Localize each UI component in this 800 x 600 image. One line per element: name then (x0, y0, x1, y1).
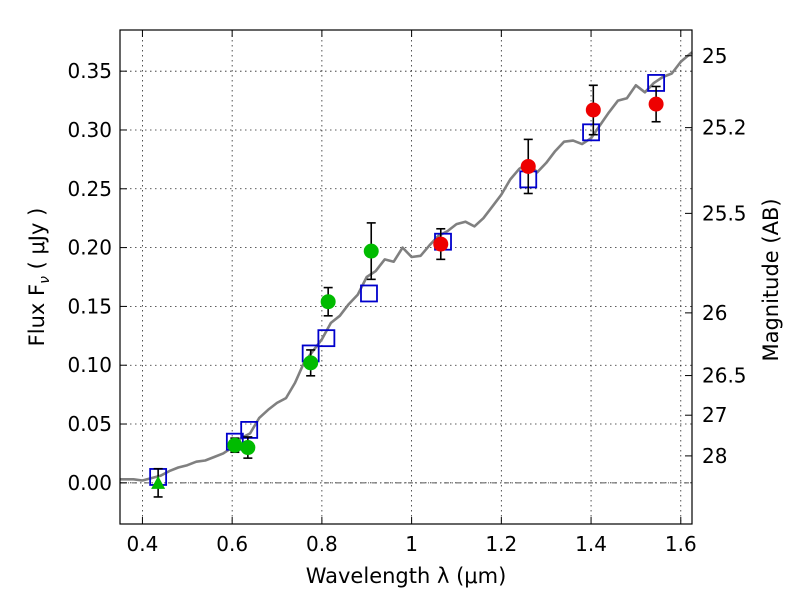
y2-tick-label: 26.5 (702, 364, 747, 388)
y-tick-label: 0.30 (67, 118, 112, 142)
x-tick-label: 0.6 (216, 532, 248, 556)
y-tick-label: 0.25 (67, 177, 112, 201)
y-tick-label: 0.00 (67, 471, 112, 495)
y2-tick-label: 26 (702, 301, 727, 325)
lower-limit-triangle (151, 475, 166, 489)
model-square-layer (149, 74, 666, 486)
y-tick-label: 0.15 (67, 294, 112, 318)
photometry-point (363, 243, 379, 259)
model-band-square (360, 284, 378, 303)
photometry-point (520, 158, 536, 174)
x-tick-label: 1.2 (485, 532, 517, 556)
photometry-point (433, 236, 449, 252)
x-tick-label: 1 (405, 532, 418, 556)
x-tick-label: 1.6 (665, 532, 697, 556)
photometry-point-layer (151, 96, 664, 489)
model-band-square (240, 421, 259, 439)
x-tick-label: 1.4 (575, 532, 607, 556)
photometry-point (227, 437, 243, 453)
model-spectrum-line (120, 51, 693, 482)
photometry-point (648, 96, 664, 112)
y2-axis-title: Magnitude (AB) (759, 198, 783, 361)
y-axis-title-unit: ( μJy ) (25, 208, 49, 276)
y-axis-title: Flux Fν ( μJy ) (25, 208, 53, 347)
model-band-square (317, 329, 336, 348)
x-axis-title: Wavelength λ (μm) (306, 564, 507, 588)
y-tick-label: 0.20 (67, 236, 112, 260)
y2-tick-label: 25.5 (702, 201, 747, 225)
grid-layer (120, 30, 692, 524)
photometry-point (240, 440, 256, 456)
photometry-point (303, 355, 319, 371)
y2-tick-label: 25 (702, 44, 727, 68)
y-axis-title-main: Flux F (25, 284, 49, 346)
photometry-point (320, 294, 336, 310)
y-tick-label: 0.10 (67, 353, 112, 377)
spectrum-layer (120, 51, 693, 482)
tick-layer (120, 30, 692, 524)
x-tick-label: 0.8 (306, 532, 338, 556)
y2-tick-label: 25.2 (702, 116, 747, 140)
plot-frame (119, 29, 693, 525)
photometry-point (585, 102, 601, 118)
y2-tick-label: 27 (702, 403, 727, 427)
tick-label-layer: 0.4 0.6 0.8 1 1.2 1.4 1.6 0.00 0.05 0.10 0.15 0.20 0… (67, 44, 746, 556)
model-band-square (582, 123, 600, 142)
y-tick-label: 0.05 (67, 412, 112, 436)
y-tick-label: 0.35 (67, 59, 112, 83)
y2-tick-label: 28 (702, 444, 727, 468)
x-tick-label: 0.4 (127, 532, 159, 556)
errorbar-layer (153, 84, 661, 498)
y-axis-title-subscript: ν (37, 276, 53, 284)
